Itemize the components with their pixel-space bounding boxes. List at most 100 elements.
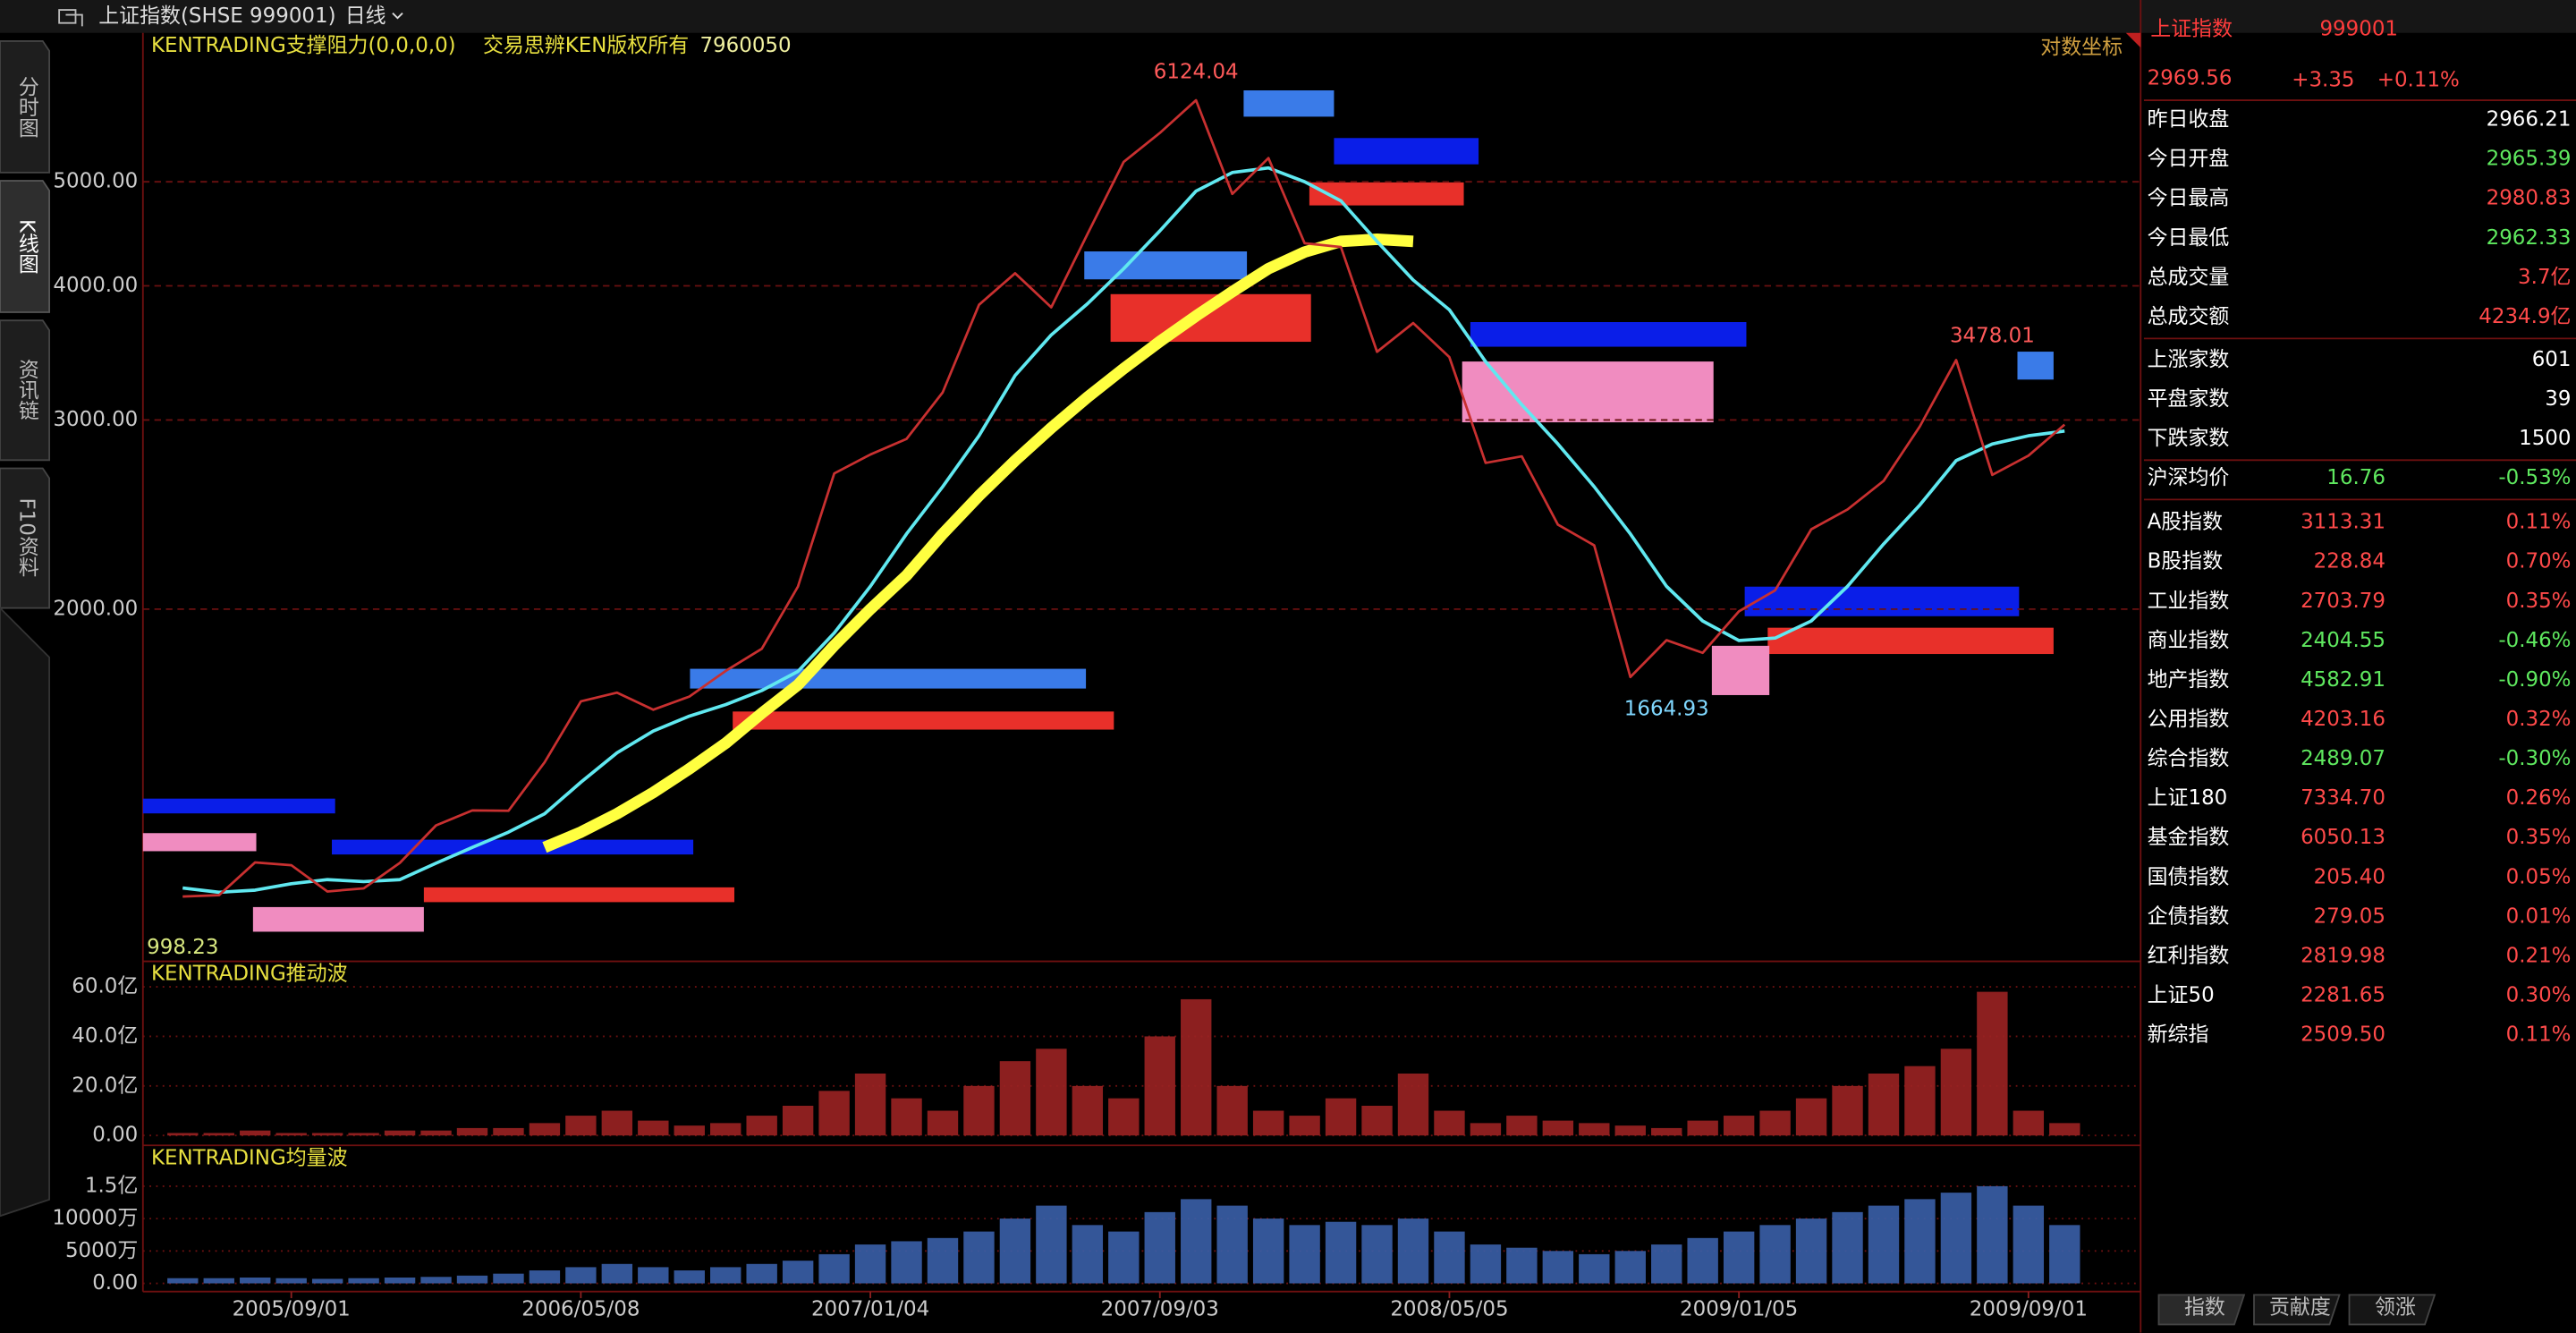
index-pct: 0.21% [2506,945,2572,968]
indicator-title[interactable]: KENTRADING均量波 [151,1146,348,1169]
stat-label: 今日开盘 [2148,148,2230,171]
index-pct: 0.35% [2506,590,2572,613]
bar [311,1133,343,1136]
zone [1084,251,1248,280]
bottom-tab[interactable] [2253,1294,2341,1326]
y-tick-label: 40.0亿 [72,1024,138,1048]
index-label: 新综指 [2148,1023,2209,1047]
zone [142,833,257,852]
scale-mode[interactable]: 对数坐标 [2040,36,2123,59]
bar [1397,1073,1429,1136]
stat-label: 今日最高 [2148,187,2230,210]
tab[interactable] [0,319,51,462]
index-value: 4203.16 [2301,708,2385,731]
bar [1651,1127,1682,1136]
bar [1181,1199,1212,1284]
quote-price: 2969.56 [2148,67,2233,90]
average-pct: -0.53% [2498,466,2571,489]
price-line [542,233,1414,853]
index-value: 279.05 [2314,904,2385,928]
frame [141,0,2576,1333]
index-value: 7334.70 [2301,786,2385,810]
bar [1181,998,1212,1136]
x-tick-label: 2009/01/05 [1680,1297,1798,1320]
zone [423,887,735,903]
index-pct: 0.26% [2506,786,2572,810]
copyright: 交易思辨KEN版权所有 [483,34,689,57]
support-resistance-zones [142,90,2054,932]
stat-value: 3.7亿 [2518,266,2571,289]
index-label: B股指数 [2148,550,2224,573]
y-tick-label: 4000.00 [53,274,138,297]
y-tick-label: 60.0亿 [72,975,138,998]
bottom-tab-label[interactable]: 领涨 [2375,1296,2416,1320]
index-label: 综合指数 [2148,747,2230,770]
bottom-tab-label[interactable]: 贡献度 [2269,1296,2331,1320]
bar [782,1105,814,1136]
bar [1614,1251,1646,1284]
y-tick-label: 1.5亿 [85,1174,138,1197]
index-value: 2703.79 [2301,590,2385,613]
stat-value: 2980.83 [2487,187,2572,210]
tab[interactable] [0,40,51,174]
index-label: 红利指数 [2148,945,2230,968]
bar [1940,1193,1972,1284]
x-tick-label: 2008/05/05 [1390,1297,1508,1320]
bar [1144,1211,1175,1284]
indicator-title[interactable]: KENTRADING支撑阻力(0,0,0,0) [151,34,456,57]
bar [674,1270,705,1284]
bar [240,1278,271,1284]
symbol[interactable]: 上证指数(SHSE 999001) [98,4,335,28]
index-value: 2489.07 [2301,747,2385,770]
bar [1832,1085,1863,1136]
y-tick-label: 5000万 [65,1239,138,1262]
tab-label[interactable]: K线图 [14,219,38,274]
extreme-label: 3478.01 [1950,324,2035,347]
bottom-tab-label[interactable]: 指数 [2184,1296,2225,1320]
tab-label[interactable]: 资讯链 [14,359,38,420]
x-tick-label: 2007/09/03 [1101,1297,1219,1320]
bar [1108,1231,1140,1284]
bar [529,1270,561,1284]
bar [1072,1225,1104,1284]
bar [782,1261,814,1284]
bar [493,1127,524,1136]
window-icon[interactable] [58,9,83,27]
bottom-tab[interactable] [2348,1294,2436,1326]
bar [710,1267,741,1284]
bar [638,1120,669,1136]
bottom-tab[interactable] [2157,1294,2246,1326]
bar [1470,1244,1502,1284]
period[interactable]: 日线 [345,4,386,28]
quote-change-pct: +0.11% [2377,69,2460,92]
indicator-title[interactable]: KENTRADING推动波 [151,963,348,986]
bar [167,1133,199,1136]
period-chevron[interactable] [392,13,403,20]
tab-label[interactable]: 分时图 [14,76,38,138]
price-line [182,166,2065,895]
bar [275,1133,307,1136]
zone [1744,586,2020,616]
bar [891,1098,922,1136]
bar [601,1110,633,1136]
bar [1579,1253,1610,1284]
index-pct: 0.05% [2506,865,2572,888]
breadth-value: 601 [2532,348,2572,371]
zone [1767,627,2054,655]
tab-label[interactable]: F10资料 [14,497,38,577]
tab[interactable] [0,467,51,609]
bar [2049,1123,2080,1136]
bar [2012,1110,2045,1136]
bar [1144,1036,1175,1136]
y-tick-label: 10000万 [52,1207,138,1230]
tab-rail [0,607,51,1218]
bar [1579,1123,1610,1136]
stat-value: 2962.33 [2487,226,2572,250]
index-value: 228.84 [2314,550,2385,573]
tab[interactable] [0,180,51,313]
bar [1940,1049,1972,1136]
index-label: 国债指数 [2148,865,2230,888]
index-label: 工业指数 [2148,590,2230,613]
bar [1723,1116,1755,1136]
